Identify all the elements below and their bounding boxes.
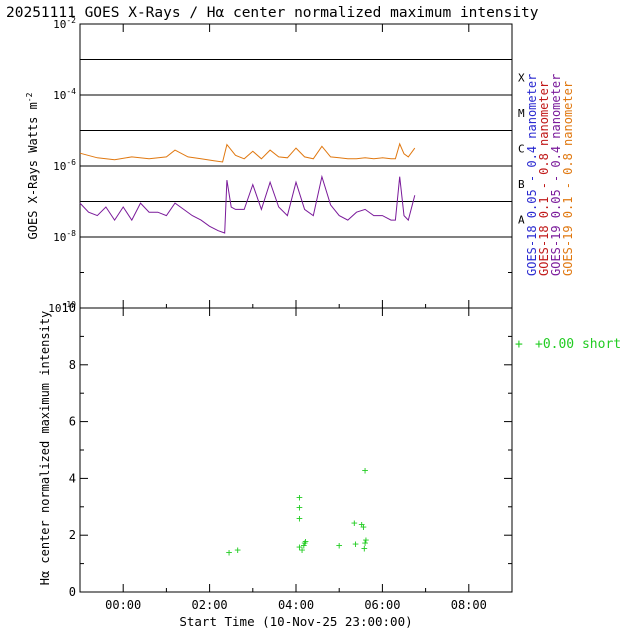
flare-class-label-c: C: [518, 142, 525, 155]
flare-level-lines: [80, 59, 512, 238]
halpha-legend-marker: +: [515, 337, 523, 352]
xray-series-line-1: [79, 174, 416, 234]
goes-y-axis-label: GOES X-Rays Watts m-2: [25, 92, 40, 239]
goes-y-ticks: 10-2 10-4 10-6 10-8 10-10: [48, 16, 512, 315]
goes-y-axis-label-text: GOES X-Rays Watts m: [26, 102, 40, 239]
goes-y-tick-label: 10-6: [53, 158, 76, 173]
halpha-point: +: [234, 543, 241, 556]
flare-class-label-m: M: [518, 107, 525, 120]
halpha-points: + +++++++++ +++++++++: [226, 464, 370, 559]
goes-y-tick-label: 10-4: [53, 87, 76, 102]
goes-y-tick-label: 10-10: [48, 300, 76, 315]
goes-legend-entry-3: GOES-19 0.1 - 0.8 nanometer: [561, 81, 575, 276]
halpha-point: +: [301, 536, 308, 549]
halpha-legend-text: +0.00 short: [535, 337, 621, 352]
halpha-y-tick-label: 0: [69, 585, 76, 599]
halpha-y-tick-label: 2: [69, 528, 76, 542]
halpha-point: +: [351, 516, 358, 529]
halpha-point: +: [352, 538, 359, 551]
halpha-point: +: [296, 491, 303, 504]
halpha-point: +: [299, 543, 306, 556]
halpha-point: +: [226, 546, 233, 559]
x-tick-label: 04:00: [278, 598, 314, 612]
goes-legend-entry-2: GOES-19 0.05 - 0.4 nanometer: [549, 74, 563, 276]
flare-class-label-a: A: [518, 213, 525, 226]
x-tick-label: 08:00: [451, 598, 487, 612]
halpha-point: +: [358, 518, 365, 531]
flare-class-labels: X M C B A: [518, 71, 525, 226]
xray-series: [79, 142, 416, 234]
goes-y-tick-label: 10-8: [53, 229, 76, 244]
halpha-y-axis-label: Hα center normalized maximum intensity: [38, 311, 52, 586]
goes-legend-entry-1: GOES-18 0.1 - 0.8 nanometer: [537, 81, 551, 276]
halpha-point: +: [361, 542, 368, 555]
x-tick-label: 02:00: [192, 598, 228, 612]
halpha-point: +: [296, 501, 303, 514]
goes-y-tick-label: 10-2: [53, 16, 76, 31]
chart-title: 20251111 GOES X-Rays / Hα center normali…: [6, 5, 539, 21]
halpha-y-tick-label: 8: [69, 358, 76, 372]
halpha-point: +: [302, 535, 309, 548]
halpha-point: +: [336, 539, 343, 552]
flare-class-label-x: X: [518, 71, 525, 84]
x-tick-label: 06:00: [364, 598, 400, 612]
xray-series-line-0: [79, 142, 416, 163]
halpha-y-tick-label: 10: [62, 301, 76, 315]
x-axis-label: Start Time (10-Nov-25 23:00:00): [179, 614, 412, 629]
halpha-point: +: [362, 464, 369, 477]
flare-class-label-b: B: [518, 178, 525, 191]
goes-y-axis-label-exp: -2: [25, 92, 34, 102]
halpha-legend: + +0.00 short: [515, 337, 621, 352]
goes-legend-entry-0: GOES-18 0.05 - 0.4 nanometer: [525, 74, 539, 276]
halpha-point: +: [360, 521, 367, 534]
halpha-point: +: [296, 541, 303, 554]
halpha-point: +: [296, 512, 303, 525]
halpha-y-tick-label: 6: [69, 415, 76, 429]
halpha-point: +: [362, 536, 369, 549]
halpha-axis-ticks: 0 2 4 6 8 10 00:00 02:00 04:00 06:00 08:00: [62, 301, 513, 612]
x-tick-label: 00:00: [105, 598, 141, 612]
halpha-point: +: [300, 539, 307, 552]
halpha-y-tick-label: 4: [69, 471, 76, 485]
halpha-point: +: [363, 533, 370, 546]
